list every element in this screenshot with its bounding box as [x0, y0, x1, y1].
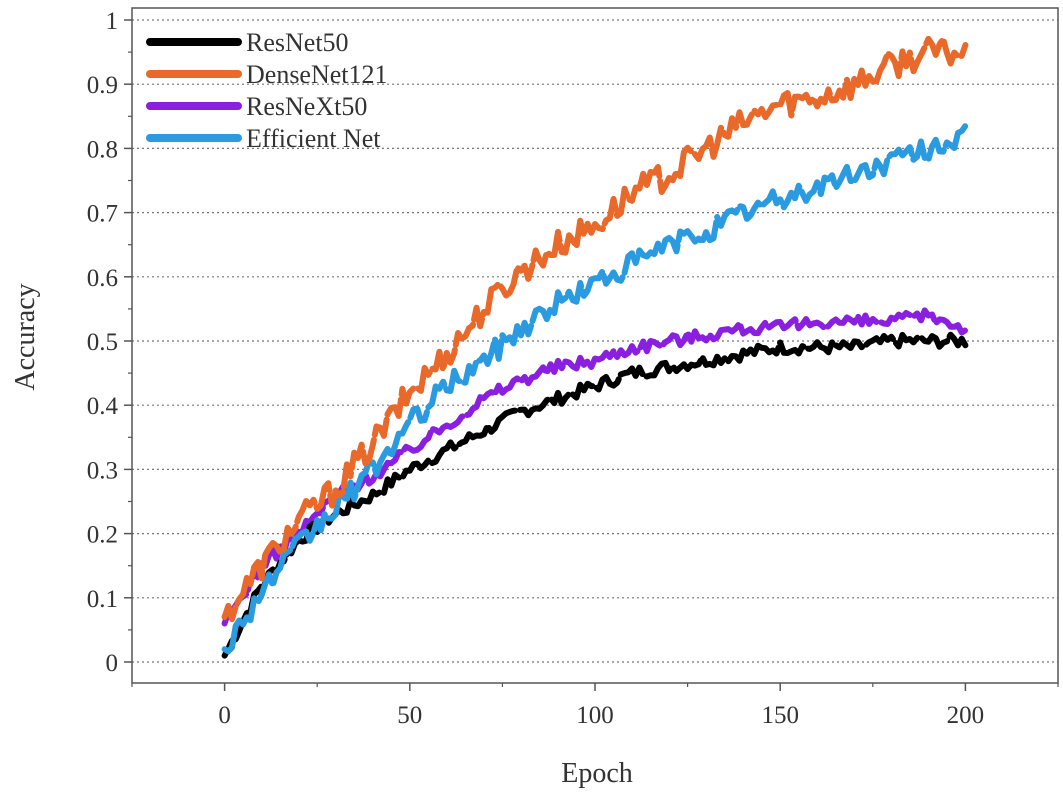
axis-ticks	[124, 19, 1059, 691]
legend-label: ResNeXt50	[246, 92, 367, 121]
x-tick-label: 200	[947, 702, 985, 729]
series-lines	[221, 35, 969, 659]
x-tick-label: 50	[397, 702, 422, 729]
y-tick-label: 0.4	[87, 393, 119, 420]
y-tick-label: 0.3	[87, 457, 118, 484]
series-line-efficient-net	[221, 122, 969, 655]
y-axis-title: Accuracy	[10, 283, 41, 390]
series-line-resnet50	[221, 331, 969, 659]
series-line-resnext50	[221, 307, 969, 627]
y-tick-label: 0.9	[87, 72, 118, 99]
y-tick-label: 0.6	[87, 265, 118, 292]
y-tick-label: 0.1	[87, 586, 118, 613]
y-tick-label: 1	[106, 8, 119, 35]
x-tick-label: 150	[761, 702, 799, 729]
x-axis-title: Epoch	[561, 758, 633, 789]
legend: ResNet50 DenseNet121 ResNeXt50 Efficient Ne…	[146, 28, 388, 153]
tick-labels: 0 0.1 0.2 0.3 0.4 0.5 0.6 0.7 0.8 0.9 1 0 50 100 150 20…	[87, 8, 984, 729]
legend-label: Efficient Net	[246, 124, 381, 153]
legend-label: DenseNet121	[246, 60, 388, 89]
y-tick-label: 0	[106, 650, 119, 677]
y-tick-label: 0.5	[87, 329, 118, 356]
y-tick-label: 0.8	[87, 136, 118, 163]
legend-label: ResNet50	[246, 28, 349, 57]
series-line-densenet121	[221, 35, 969, 623]
x-tick-label: 0	[218, 702, 231, 729]
x-tick-label: 100	[576, 702, 614, 729]
y-tick-label: 0.2	[87, 522, 118, 549]
y-tick-label: 0.7	[87, 201, 118, 228]
